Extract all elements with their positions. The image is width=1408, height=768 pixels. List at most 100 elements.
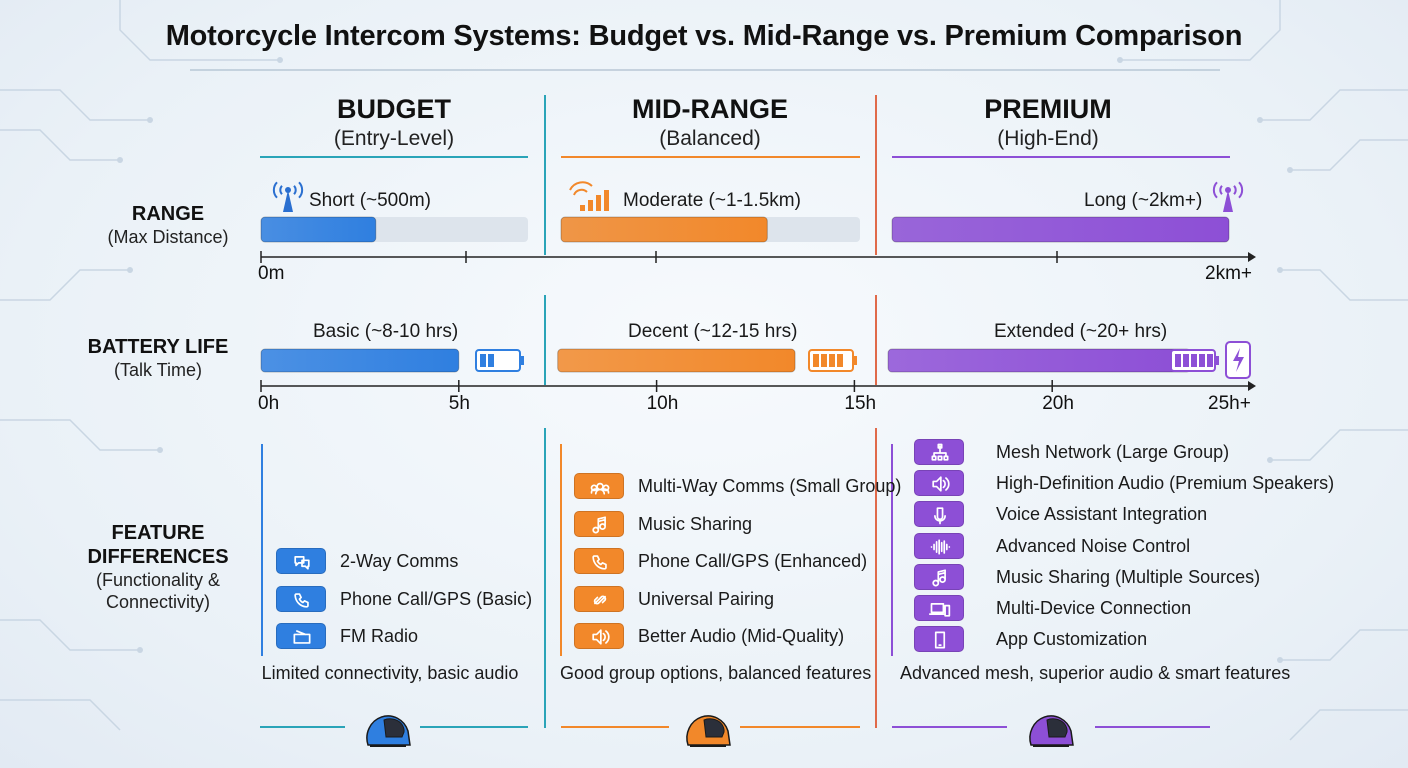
feature-glyph — [932, 569, 946, 587]
signal-bars-icon — [569, 181, 609, 211]
mesh-network-icon — [914, 439, 964, 465]
row-label-sub: (Max Distance) — [107, 227, 229, 247]
feature-glyph — [294, 556, 310, 570]
column-divider — [544, 428, 546, 728]
row-label-main: FEATURE — [111, 522, 205, 544]
battery-label-premium: Extended (~20+ hrs) — [994, 321, 1168, 342]
helmet-icon — [1029, 715, 1074, 747]
bottom-accent-line — [1095, 726, 1210, 728]
battery-cell — [1175, 354, 1181, 367]
waveform-icon — [914, 532, 964, 559]
battery-label-budget: Basic (~8-10 hrs) — [313, 321, 459, 342]
range-bar-mid-range — [560, 216, 768, 243]
row-label-main: DIFFERENCES — [87, 546, 229, 568]
feature-glyph — [590, 482, 610, 495]
feature-glyph — [928, 603, 951, 617]
feature-label: Multi-Device Connection — [996, 598, 1192, 618]
antenna-wave — [298, 181, 304, 199]
feature-glyph — [593, 595, 607, 604]
devices-icon — [914, 595, 964, 621]
feature-accent-line — [891, 444, 893, 656]
helmet-icon — [686, 715, 731, 747]
battery-cell — [813, 354, 819, 367]
chat-bubbles-icon — [276, 548, 326, 574]
range-label-premium: Long (~2km+) — [1084, 190, 1203, 211]
feature-summary-premium: Advanced mesh, superior audio & smart fe… — [900, 663, 1291, 683]
range-tick-label: 2km+ — [1205, 263, 1252, 284]
link-icon — [574, 585, 624, 612]
range-label-mid-range: Moderate (~1-1.5km) — [623, 190, 801, 211]
column-divider — [544, 95, 546, 255]
battery-cell — [480, 354, 486, 367]
feature-accent-line — [560, 444, 562, 656]
antenna-wave — [1219, 185, 1223, 195]
column-subtitle: (Balanced) — [659, 127, 761, 150]
feature-label: Voice Assistant Integration — [996, 504, 1208, 525]
column-divider — [875, 95, 877, 255]
column-subtitle: (High-End) — [997, 127, 1099, 150]
feature-glyph-path — [590, 482, 610, 495]
feature-glyph-path — [934, 631, 946, 649]
row-label-features: FEATURE DIFFERENCES (Functionality & Con… — [48, 521, 268, 613]
signal-bar — [604, 190, 609, 211]
feature-label: Better Audio (Mid-Quality) — [638, 626, 845, 646]
battery-icon — [808, 349, 857, 372]
feature-glyph-path — [592, 555, 607, 570]
battery-tick-label: 0h — [258, 393, 280, 414]
battery-label-mid-range: Decent (~12-15 hrs) — [628, 321, 798, 342]
feature-glyph-path — [592, 629, 610, 645]
feature-label: 2-Way Comms — [340, 551, 459, 571]
battery-cell — [1183, 354, 1189, 367]
microphone-icon — [914, 501, 964, 528]
feature-glyph — [592, 629, 610, 645]
music-note-icon — [914, 563, 964, 590]
battery-cap — [1215, 356, 1219, 365]
feature-label: App Customization — [996, 629, 1148, 650]
column-underline — [892, 156, 1230, 158]
feature-accent-line — [261, 444, 263, 656]
phone-icon — [276, 585, 326, 612]
feature-summary-mid-range: Good group options, balanced features — [560, 663, 872, 683]
phone-icon — [574, 548, 624, 574]
column-divider — [875, 428, 877, 728]
column-divider — [875, 295, 877, 385]
signal-bar — [580, 205, 585, 211]
antenna-icon — [272, 181, 304, 212]
title-underline — [190, 69, 1220, 71]
feature-label: Music Sharing (Multiple Sources) — [996, 566, 1261, 587]
battery-tick-label: 5h — [448, 393, 470, 414]
chart-title: Motorcycle Intercom Systems: Budget vs. … — [165, 20, 1243, 52]
antenna-wave — [1238, 181, 1244, 199]
battery-cell — [1191, 354, 1197, 367]
row-label-sub: (Functionality & — [95, 570, 221, 590]
row-label-sub: Connectivity) — [105, 592, 211, 612]
feature-glyph — [293, 630, 311, 644]
feature-glyph-path — [930, 538, 951, 555]
battery-cap — [520, 356, 524, 365]
feature-glyph — [931, 443, 949, 461]
antenna-wave — [279, 185, 283, 195]
feature-label: Mesh Network (Large Group) — [996, 442, 1230, 462]
bottom-accent-line — [740, 726, 860, 728]
row-label-main: BATTERY LIFE — [87, 336, 229, 358]
column-header-premium: PREMIUM (High-End) — [898, 94, 1198, 152]
bottom-accent-line — [260, 726, 345, 728]
range-axis-arrow — [1248, 252, 1256, 262]
battery-bar-budget — [260, 348, 460, 373]
feature-glyph-path — [294, 592, 309, 608]
battery-bar-mid-range — [557, 348, 796, 373]
feature-label: Music Sharing — [638, 513, 753, 534]
feature-glyph-path — [592, 515, 606, 533]
battery-tick-label: 15h — [844, 393, 877, 414]
helmet-visor — [703, 718, 725, 738]
feature-label: Advanced Noise Control — [996, 535, 1191, 556]
feature-glyph — [934, 507, 946, 525]
smartphone-icon — [914, 626, 964, 653]
battery-icon — [475, 349, 524, 372]
feature-label: Multi-Way Comms (Small Group) — [638, 476, 902, 496]
antenna-icon — [1212, 181, 1244, 212]
